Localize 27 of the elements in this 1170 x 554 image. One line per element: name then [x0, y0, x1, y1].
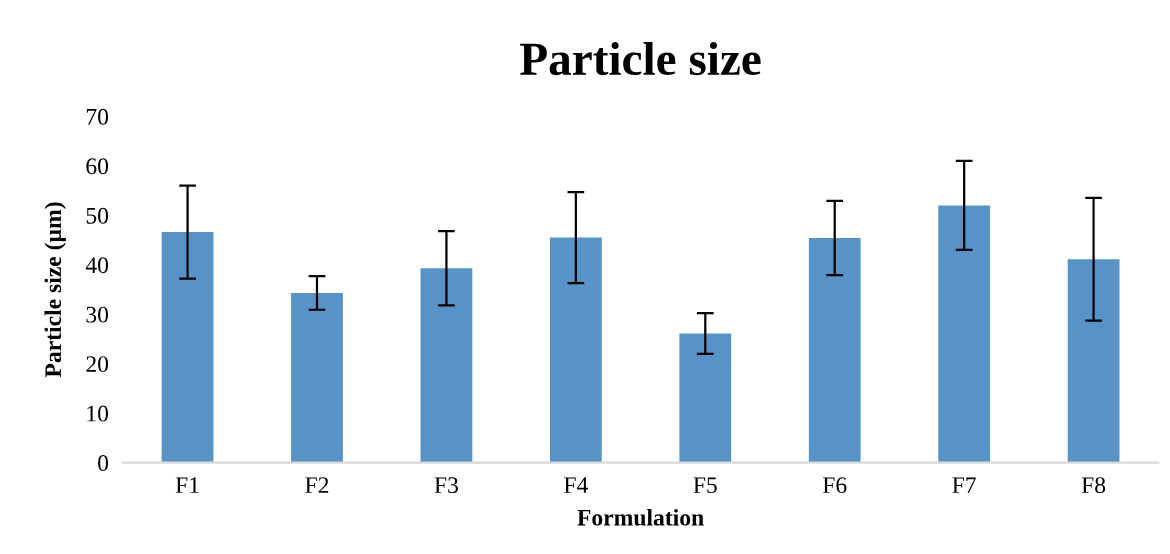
y-tick-label: 0 [98, 455, 109, 472]
x-axis-title: Formulation [577, 509, 704, 526]
bar [420, 268, 473, 463]
x-tick-label: F6 [822, 477, 847, 494]
y-axis-title: Particle size (µm) [44, 202, 66, 378]
x-tick-label: F7 [952, 477, 976, 493]
y-tick-label: 40 [85, 257, 109, 274]
y-tick-label: 50 [86, 207, 109, 224]
x-tick-label: F2 [305, 477, 329, 493]
x-tick-label: F5 [693, 477, 717, 494]
x-tick-label: F4 [564, 477, 588, 493]
bar [549, 237, 602, 463]
y-tick-label: 60 [86, 158, 109, 175]
x-tick-label: F8 [1081, 477, 1106, 494]
bar [161, 232, 214, 463]
y-tick-label: 20 [86, 356, 109, 373]
bar [1067, 259, 1120, 463]
y-tick-label: 30 [86, 306, 109, 323]
bar [938, 205, 991, 463]
y-tick-label: 70 [86, 108, 109, 125]
bar [679, 333, 732, 463]
y-tick-label: 10 [87, 405, 109, 422]
x-tick-label: F3 [434, 477, 458, 494]
bar [291, 292, 343, 463]
x-tick-label: F1 [175, 477, 199, 493]
bar [808, 238, 861, 463]
chart-title: Particle size [520, 41, 761, 76]
